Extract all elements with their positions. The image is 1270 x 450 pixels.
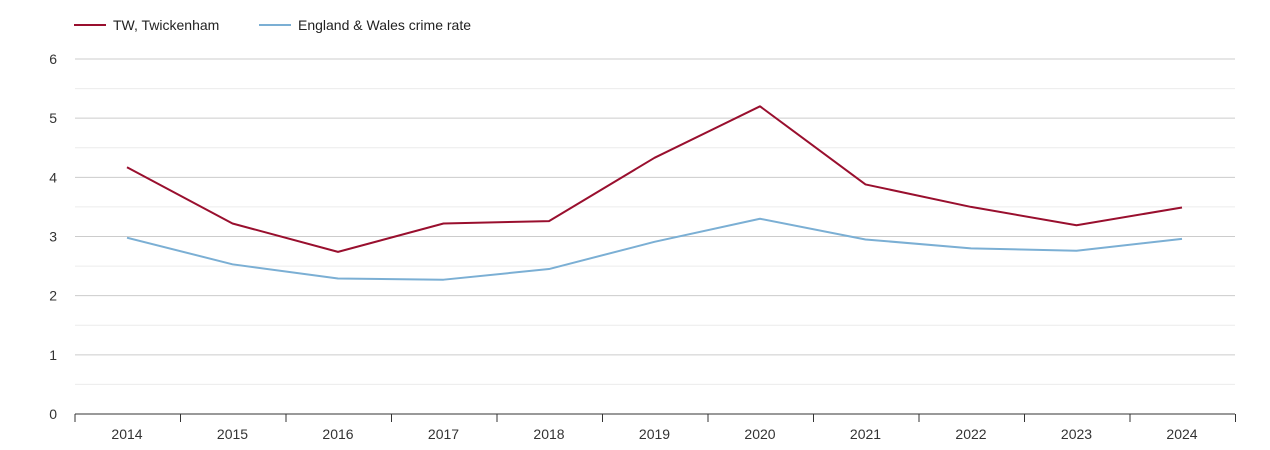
- x-tick-label: 2018: [533, 426, 564, 442]
- x-tick-label: 2023: [1061, 426, 1092, 442]
- data-point[interactable]: [1178, 204, 1186, 212]
- y-tick-label: 2: [49, 288, 57, 304]
- x-tick-label: 2024: [1166, 426, 1197, 442]
- y-tick-label: 1: [49, 347, 57, 363]
- x-tick-label: 2015: [217, 426, 248, 442]
- data-point[interactable]: [545, 217, 553, 225]
- data-point[interactable]: [756, 102, 764, 110]
- data-point[interactable]: [967, 244, 975, 252]
- data-point[interactable]: [229, 219, 237, 227]
- y-tick-label: 4: [49, 169, 57, 185]
- legend: TW, Twickenham England & Wales crime rat…: [74, 17, 471, 33]
- data-point[interactable]: [440, 276, 448, 284]
- data-point[interactable]: [1073, 247, 1081, 255]
- legend-label-england-wales: England & Wales crime rate: [298, 17, 471, 33]
- legend-item-england-wales[interactable]: England & Wales crime rate: [259, 17, 471, 33]
- y-tick-label: 6: [49, 51, 57, 67]
- legend-item-twickenham[interactable]: TW, Twickenham: [74, 17, 219, 33]
- y-tick-label: 3: [49, 229, 57, 245]
- data-point[interactable]: [862, 180, 870, 188]
- x-tick-label: 2016: [322, 426, 353, 442]
- x-axis: 2014 2015 2016 2017 2018 2019 2020 2021 2022 2023…: [74, 413, 1236, 442]
- data-point[interactable]: [651, 238, 659, 246]
- data-point[interactable]: [545, 265, 553, 273]
- data-point[interactable]: [651, 154, 659, 162]
- data-point[interactable]: [862, 235, 870, 243]
- x-tick-label: 2020: [744, 426, 775, 442]
- series-line-twickenham[interactable]: [126, 105, 1183, 253]
- y-tick-label: 5: [49, 110, 57, 126]
- data-point[interactable]: [229, 260, 237, 268]
- data-point[interactable]: [440, 219, 448, 227]
- data-point[interactable]: [756, 215, 764, 223]
- data-point[interactable]: [967, 203, 975, 211]
- y-axis: 0 1 2 3 4 5 6: [49, 51, 57, 422]
- x-tick-label: 2014: [111, 426, 142, 442]
- x-tick-label: 2017: [428, 426, 459, 442]
- data-point[interactable]: [334, 275, 342, 283]
- data-point[interactable]: [123, 234, 131, 242]
- data-point[interactable]: [1178, 235, 1186, 243]
- data-point[interactable]: [123, 163, 131, 171]
- series-group: [123, 102, 1186, 284]
- x-tick-label: 2019: [639, 426, 670, 442]
- data-point[interactable]: [1073, 221, 1081, 229]
- x-tick-label: 2022: [955, 426, 986, 442]
- x-tick-label: 2021: [850, 426, 881, 442]
- series-line-england-wales[interactable]: [126, 217, 1183, 281]
- grid: [75, 58, 1235, 385]
- y-tick-label: 0: [49, 406, 57, 422]
- data-point[interactable]: [334, 248, 342, 256]
- legend-label-twickenham: TW, Twickenham: [113, 17, 219, 33]
